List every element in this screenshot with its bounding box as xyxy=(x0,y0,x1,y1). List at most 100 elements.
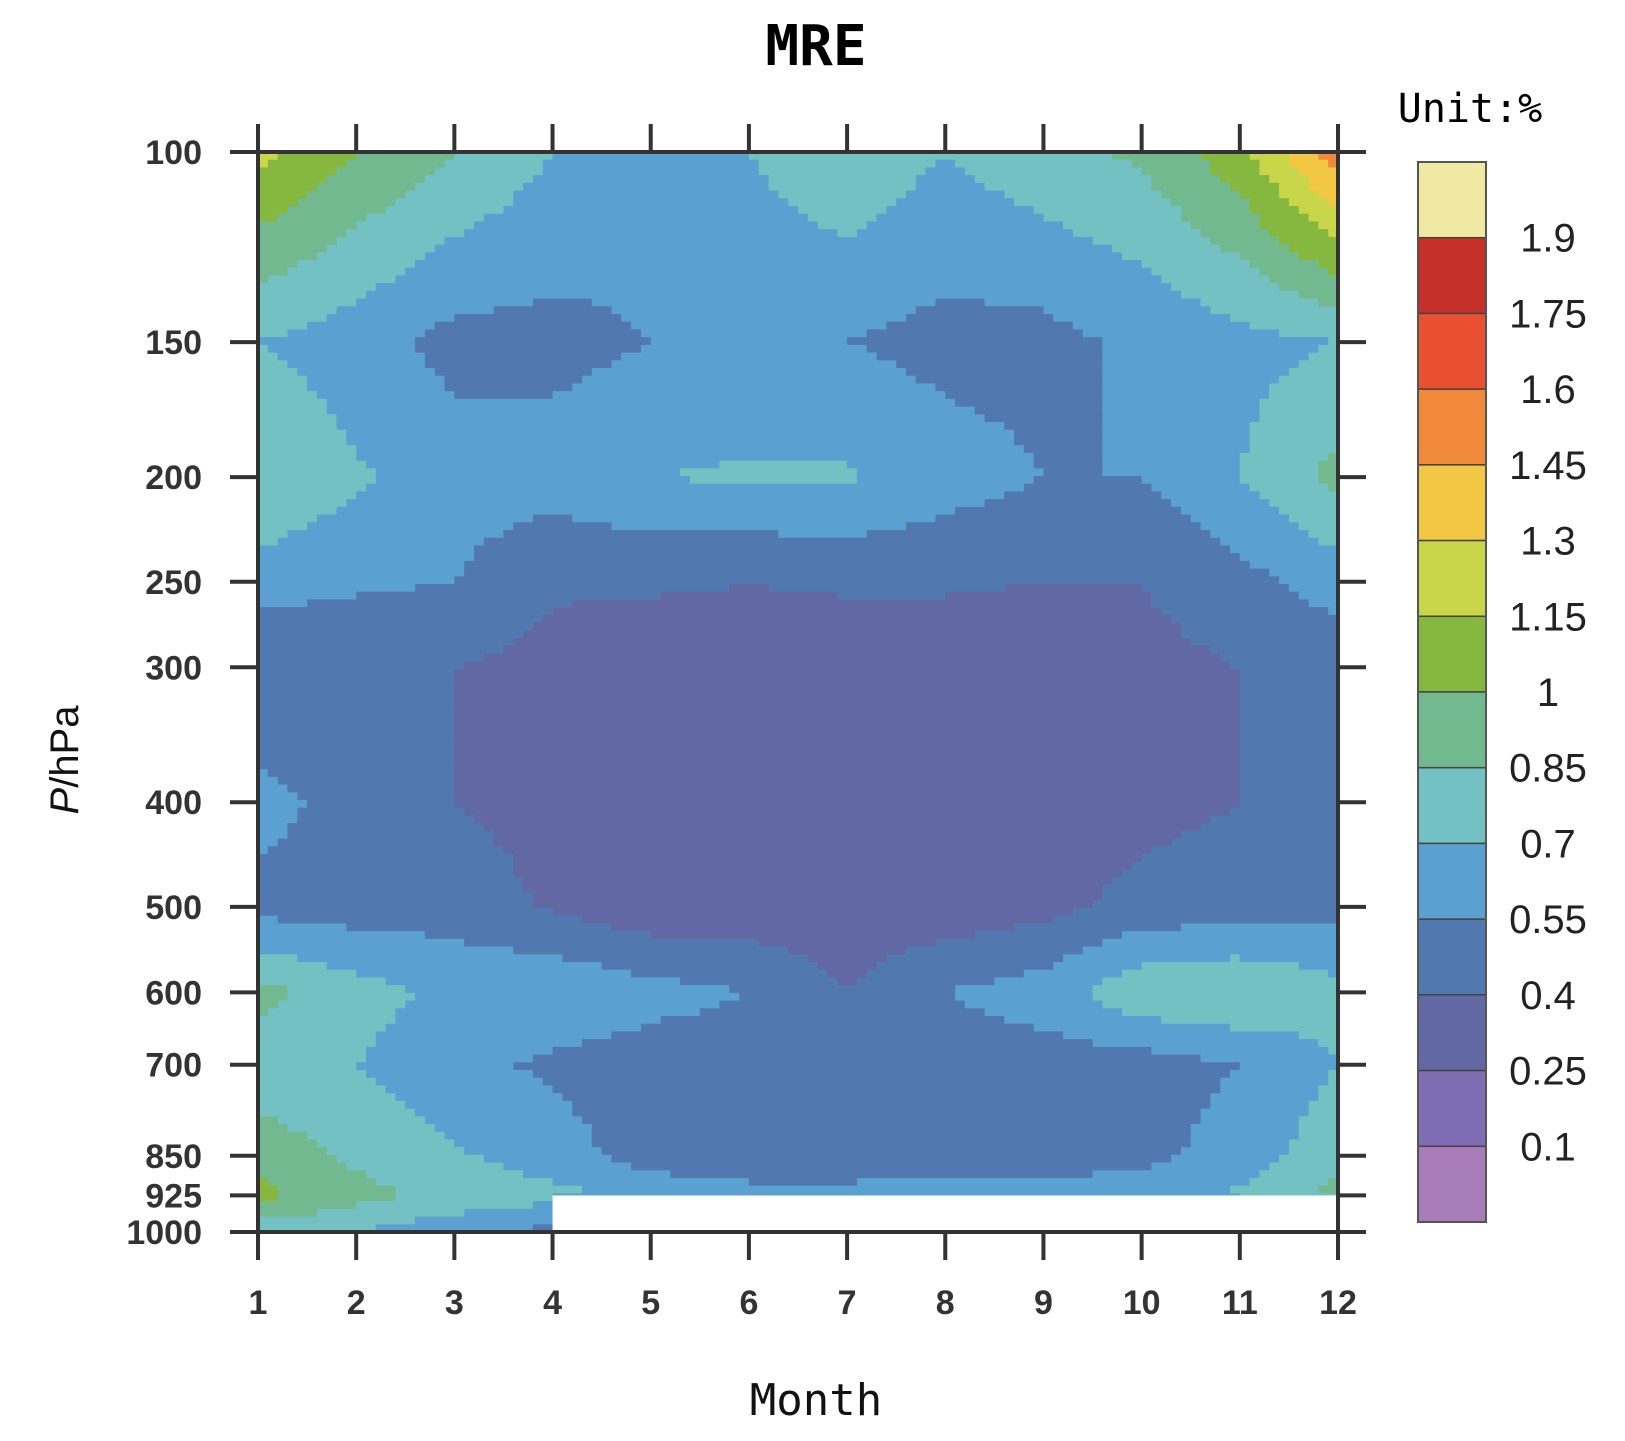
contour-cell xyxy=(739,992,956,1002)
contour-cell xyxy=(1210,530,1310,539)
contour-cell xyxy=(258,576,456,585)
colorbar-swatch xyxy=(1417,918,1487,996)
contour-cell xyxy=(1200,1108,1310,1118)
contour-cell xyxy=(287,329,426,338)
contour-cell xyxy=(1318,1039,1338,1048)
contour-cell xyxy=(1318,344,1338,354)
contour-cell xyxy=(856,1178,1251,1187)
colorbar-swatch xyxy=(1417,312,1487,390)
contour-cell xyxy=(1122,869,1338,878)
contour-cell xyxy=(424,931,652,940)
contour-cell xyxy=(1239,190,1280,200)
contour-cell xyxy=(1269,391,1338,400)
contour-cell xyxy=(454,753,1241,763)
contour-cell xyxy=(631,969,829,979)
contour-cell xyxy=(1072,908,1338,917)
contour-cell xyxy=(258,753,456,763)
contour-cell xyxy=(1102,884,1338,894)
contour-cell xyxy=(1239,692,1338,701)
contour-cell xyxy=(1063,1031,1300,1040)
contour-cell xyxy=(1180,923,1338,932)
contour-cell xyxy=(866,344,1104,354)
contour-cell xyxy=(1318,152,1338,161)
contour-cell xyxy=(297,198,397,207)
contour-cell xyxy=(1033,460,1104,470)
contour-cell xyxy=(935,159,956,169)
contour-cell xyxy=(758,167,927,176)
contour-cell xyxy=(258,445,357,454)
contour-cell xyxy=(1230,182,1280,192)
x-tick-label: 8 xyxy=(936,1284,955,1322)
contour-cell xyxy=(258,568,465,578)
contour-cell xyxy=(591,1139,1192,1148)
contour-cell xyxy=(513,522,613,531)
contour-cell xyxy=(316,182,416,192)
contour-cell xyxy=(405,267,1153,277)
contour-cell xyxy=(1298,252,1338,261)
contour-cell xyxy=(258,807,299,817)
contour-cell xyxy=(906,368,1104,377)
contour-cell xyxy=(287,823,485,832)
contour-cell xyxy=(1082,946,1338,956)
contour-cell xyxy=(994,977,1104,986)
contour-cell xyxy=(532,1054,1202,1064)
contour-cell xyxy=(346,499,986,508)
contour-cell xyxy=(258,954,299,963)
colorbar-label: 0.7 xyxy=(1520,822,1576,866)
contour-cell xyxy=(906,522,1202,531)
contour-cell xyxy=(876,352,1104,362)
contour-cell xyxy=(768,175,917,184)
contour-cell xyxy=(356,452,1035,462)
contour-cell xyxy=(1308,1100,1338,1110)
contour-cell xyxy=(258,1201,357,1210)
contour-cell xyxy=(974,931,1123,940)
contour-cell xyxy=(483,1154,613,1164)
contour-cell xyxy=(1328,969,1338,979)
contour-cell xyxy=(258,522,308,531)
contour-cell xyxy=(886,206,1035,215)
contour-cell xyxy=(326,314,456,323)
contour-cell xyxy=(1239,476,1320,485)
contour-cell xyxy=(258,368,299,377)
contour-cell xyxy=(307,599,573,608)
contour-cell xyxy=(366,1070,534,1079)
contour-cell xyxy=(1288,198,1329,207)
x-tick-label: 3 xyxy=(445,1284,464,1322)
contour-cell xyxy=(336,306,495,315)
x-tick-label: 12 xyxy=(1319,1284,1357,1322)
contour-cell xyxy=(758,159,937,169)
contour-cell xyxy=(611,306,917,315)
contour-cell xyxy=(1200,1116,1300,1125)
contour-cell xyxy=(984,298,1202,308)
colorbar-swatch xyxy=(1417,464,1487,542)
colorbar-swatch xyxy=(1417,842,1487,920)
contour-cell xyxy=(1230,661,1338,670)
contour-cell xyxy=(1230,545,1338,554)
contour-cell xyxy=(258,591,357,601)
contour-cell xyxy=(464,1147,603,1156)
contour-cell xyxy=(258,854,515,863)
colorbar-swatch xyxy=(1417,161,1487,239)
contour-cell xyxy=(1288,514,1338,524)
contour-cell xyxy=(552,391,947,400)
contour-cell xyxy=(621,314,907,323)
contour-cell xyxy=(277,1116,426,1125)
contour-cell xyxy=(415,584,731,593)
contour-cell xyxy=(307,522,515,531)
contour-cell xyxy=(847,460,1035,470)
contour-cell xyxy=(1004,422,1104,431)
contour-cell xyxy=(375,1178,554,1187)
contour-cell xyxy=(316,391,456,400)
contour-cell xyxy=(258,1062,357,1071)
contour-cell xyxy=(886,954,1064,963)
contour-cell xyxy=(258,614,544,624)
y-tick-label: 150 xyxy=(145,324,202,362)
contour-cell xyxy=(847,337,1104,346)
contour-cell xyxy=(258,684,456,693)
contour-cell xyxy=(287,360,426,369)
contour-cell xyxy=(385,1085,554,1094)
contour-cell xyxy=(356,152,456,161)
contour-cell xyxy=(513,638,1192,647)
contour-cell xyxy=(258,584,416,593)
contour-cell xyxy=(375,1077,544,1087)
